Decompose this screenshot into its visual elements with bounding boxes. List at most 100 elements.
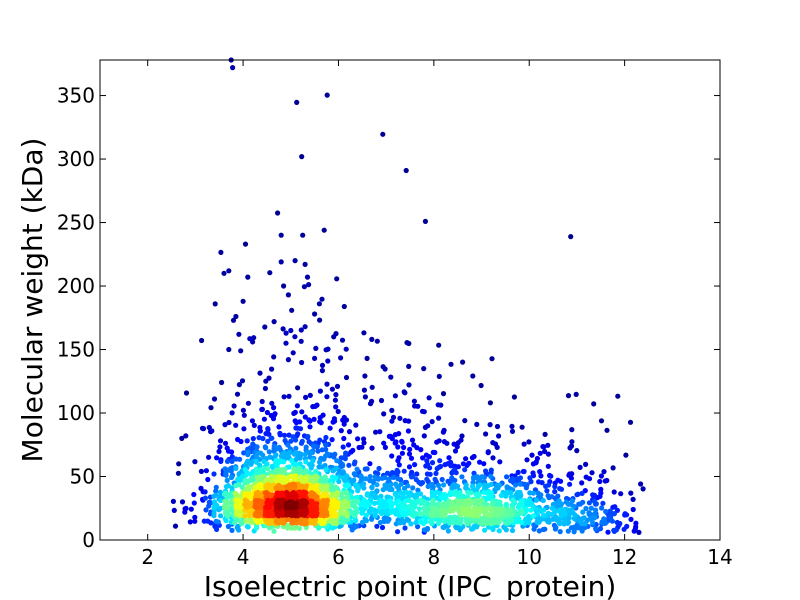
scatter-point bbox=[213, 518, 219, 525]
scatter-point bbox=[218, 249, 224, 255]
scatter-point bbox=[434, 439, 440, 445]
scatter-point bbox=[367, 461, 373, 467]
scatter-point bbox=[495, 506, 501, 512]
scatter-point bbox=[264, 461, 270, 467]
scatter-point bbox=[443, 502, 450, 508]
scatter-point bbox=[222, 440, 229, 446]
scatter-point bbox=[382, 503, 388, 509]
scatter-point bbox=[241, 412, 247, 418]
scatter-point bbox=[471, 453, 477, 460]
scatter-point bbox=[305, 433, 311, 440]
scatter-point bbox=[466, 460, 472, 466]
scatter-point bbox=[359, 519, 365, 526]
scatter-point bbox=[529, 452, 535, 458]
scatter-point bbox=[409, 437, 416, 443]
scatter-point bbox=[412, 462, 418, 468]
scatter-point bbox=[541, 444, 547, 450]
scatter-point bbox=[421, 409, 427, 415]
scatter-point bbox=[263, 378, 269, 384]
scatter-point bbox=[234, 391, 241, 397]
scatter-point bbox=[458, 518, 464, 524]
scatter-point bbox=[411, 398, 417, 404]
scatter-point bbox=[542, 448, 548, 455]
scatter-point bbox=[315, 448, 321, 454]
scatter-point bbox=[297, 455, 303, 461]
scatter-point bbox=[276, 424, 282, 430]
scatter-point bbox=[372, 474, 378, 480]
scatter-point bbox=[247, 336, 253, 342]
scatter-point bbox=[401, 389, 407, 395]
scatter-point bbox=[361, 497, 367, 503]
scatter-point bbox=[363, 518, 369, 524]
scatter-point bbox=[308, 483, 314, 489]
scatter-point bbox=[172, 523, 179, 529]
scatter-point bbox=[440, 429, 446, 435]
scatter-point bbox=[344, 509, 350, 516]
scatter-point bbox=[412, 510, 418, 516]
scatter-point bbox=[580, 509, 586, 515]
scatter-point bbox=[340, 463, 346, 469]
scatter-point bbox=[208, 405, 214, 411]
scatter-point bbox=[294, 99, 300, 105]
scatter-point bbox=[288, 438, 294, 444]
scatter-point bbox=[236, 382, 242, 388]
scatter-point bbox=[236, 527, 242, 533]
scatter-point bbox=[402, 525, 408, 531]
scatter-point bbox=[334, 458, 340, 464]
scatter-point bbox=[179, 435, 185, 441]
scatter-point bbox=[213, 484, 219, 490]
scatter-point bbox=[292, 334, 298, 340]
scatter-point bbox=[362, 394, 368, 400]
scatter-point bbox=[303, 475, 309, 481]
scatter-point bbox=[228, 466, 234, 472]
scatter-point bbox=[374, 338, 380, 344]
scatter-point bbox=[599, 505, 605, 511]
x-tick-label: 12 bbox=[612, 545, 637, 569]
scatter-point bbox=[484, 490, 490, 496]
scatter-point bbox=[211, 493, 217, 499]
scatter-point bbox=[229, 458, 235, 464]
scatter-point bbox=[281, 283, 287, 289]
scatter-point bbox=[276, 482, 282, 488]
scatter-point bbox=[290, 350, 296, 356]
y-tick-label: 100 bbox=[57, 401, 95, 425]
scatter-point bbox=[330, 513, 336, 519]
scatter-point bbox=[340, 417, 346, 423]
scatter-point bbox=[330, 419, 336, 425]
scatter-point bbox=[267, 270, 273, 276]
scatter-point bbox=[256, 435, 262, 441]
scatter-point bbox=[441, 439, 447, 445]
scatter-point bbox=[392, 432, 398, 438]
scatter-point bbox=[343, 346, 349, 352]
scatter-point bbox=[400, 510, 406, 516]
scatter-point bbox=[471, 523, 477, 530]
scatter-point bbox=[310, 443, 316, 449]
scatter-point bbox=[437, 458, 443, 464]
scatter-point bbox=[317, 459, 323, 465]
x-tick-label: 4 bbox=[237, 545, 250, 569]
scatter-point bbox=[352, 472, 358, 478]
scatter-point bbox=[303, 394, 309, 400]
scatter-point bbox=[230, 65, 236, 71]
scatter-point bbox=[530, 513, 537, 519]
scatter-point bbox=[379, 524, 386, 531]
scatter-point bbox=[380, 364, 386, 370]
scatter-point bbox=[569, 439, 575, 445]
scatter-point bbox=[259, 406, 265, 412]
scatter-point bbox=[459, 433, 465, 439]
scatter-point bbox=[621, 526, 627, 532]
scatter-point bbox=[188, 506, 194, 512]
scatter-point bbox=[269, 366, 275, 372]
scatter-point bbox=[605, 529, 611, 535]
scatter-point bbox=[254, 525, 260, 531]
scatter-point bbox=[276, 520, 282, 526]
scatter-point bbox=[487, 422, 493, 428]
scatter-point bbox=[231, 520, 238, 526]
scatter-point bbox=[580, 499, 586, 505]
scatter-point bbox=[336, 478, 342, 485]
scatter-point bbox=[237, 456, 243, 462]
scatter-point bbox=[504, 489, 510, 495]
scatter-point bbox=[280, 326, 286, 332]
scatter-point bbox=[509, 527, 516, 534]
scatter-point bbox=[226, 346, 232, 353]
